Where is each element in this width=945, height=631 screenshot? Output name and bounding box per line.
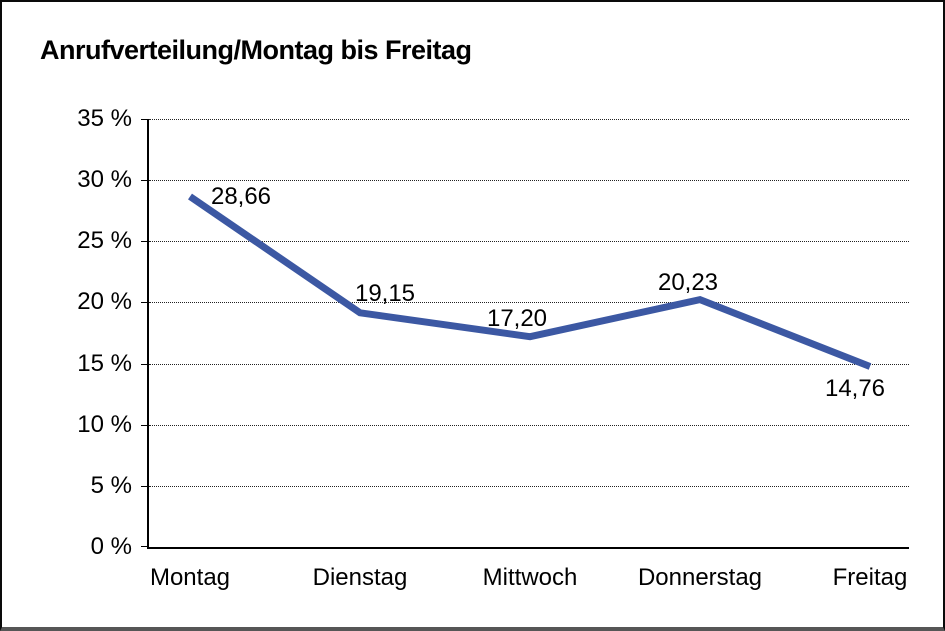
y-axis-label: 30 % bbox=[77, 166, 132, 193]
y-axis-label: 10 % bbox=[77, 411, 132, 438]
data-point-label: 28,66 bbox=[210, 182, 272, 210]
chart-title: Anrufverteilung/Montag bis Freitag bbox=[40, 35, 472, 65]
plot-area: 28,66 19,15 17,20 20,23 14,76 bbox=[141, 119, 909, 549]
y-axis-label: 15 % bbox=[77, 350, 132, 377]
y-axis-tick bbox=[141, 180, 149, 181]
x-axis-label: Donnerstag bbox=[637, 564, 763, 591]
y-axis-label: 0 % bbox=[90, 533, 132, 560]
y-axis-label: 35 % bbox=[77, 105, 132, 132]
gridline bbox=[149, 364, 909, 365]
line-series-svg bbox=[188, 193, 872, 370]
data-point-label: 14,76 bbox=[824, 374, 886, 402]
y-axis-tick bbox=[141, 425, 149, 426]
x-axis-label: Montag bbox=[149, 564, 231, 591]
y-axis-label: 25 % bbox=[77, 227, 132, 254]
x-axis-label: Dienstag bbox=[312, 564, 408, 591]
gridline bbox=[149, 486, 909, 487]
y-axis-tick bbox=[141, 241, 149, 242]
x-axis-label: Mittwoch bbox=[482, 564, 578, 591]
data-point-label: 20,23 bbox=[657, 268, 719, 296]
gridline bbox=[149, 241, 909, 242]
y-axis-tick bbox=[141, 486, 149, 487]
gridline bbox=[149, 302, 909, 303]
y-axis-tick bbox=[141, 119, 149, 120]
gridline bbox=[149, 119, 909, 120]
x-axis-label: Freitag bbox=[832, 564, 908, 591]
y-axis-label: 5 % bbox=[90, 472, 132, 499]
gridline bbox=[149, 425, 909, 426]
y-axis-tick bbox=[141, 302, 149, 303]
y-axis-label: 20 % bbox=[77, 288, 132, 315]
data-line bbox=[188, 193, 872, 370]
gridline bbox=[149, 180, 909, 181]
y-axis-tick bbox=[141, 546, 149, 547]
data-point-label: 17,20 bbox=[486, 304, 548, 332]
y-axis-tick bbox=[141, 364, 149, 365]
data-point-label: 19,15 bbox=[354, 279, 416, 307]
